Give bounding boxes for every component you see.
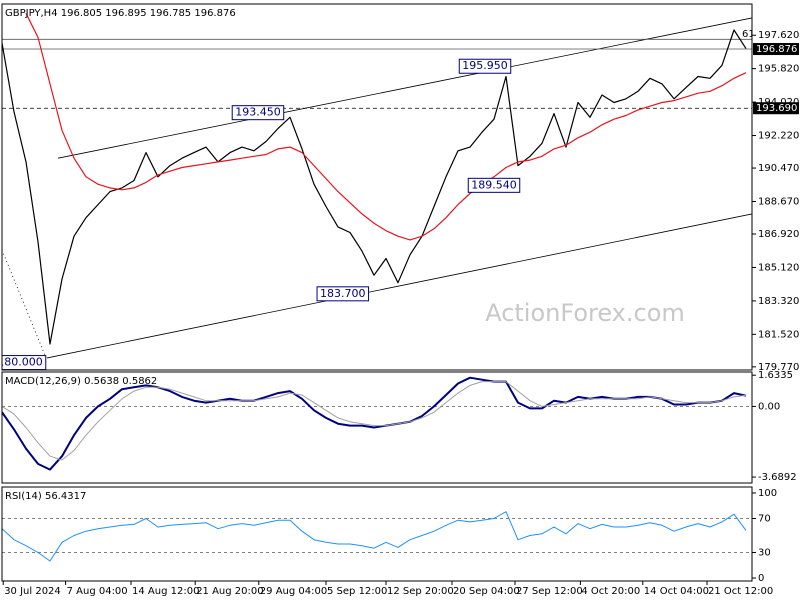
- y-tick-label: 181.520: [758, 329, 799, 340]
- price-label-box: [753, 43, 799, 56]
- y-tick-label: 0: [758, 573, 764, 584]
- trend-line: [46, 213, 752, 359]
- x-tick-label: 7 Aug 04:00: [67, 586, 128, 597]
- panel-frame: [1, 486, 753, 582]
- series-line: [2, 381, 747, 461]
- panel-title: MACD(12,26,9) 0.5638 0.5862: [5, 376, 157, 387]
- annotation-label: 193.450: [235, 106, 281, 119]
- trend-line: [57, 17, 752, 159]
- trend-line: [2, 249, 47, 359]
- price-label: 193.690: [756, 103, 797, 114]
- annotation-box: [458, 58, 512, 74]
- x-tick-label: 27 Sep 12:00: [516, 586, 583, 597]
- y-tick-label: 30: [758, 548, 771, 559]
- panel-title: RSI(14) 56.4317: [5, 491, 86, 502]
- annotation-label: 180.000: [0, 356, 43, 369]
- y-tick-label: 197.620: [758, 30, 799, 41]
- price-label-box: [753, 102, 799, 115]
- y-tick-label: 188.670: [758, 196, 799, 207]
- panel: ActionForex.com 195.950 193.450 189.540 183.…: [0, 13, 764, 370]
- watermark: ActionForex.com: [485, 299, 685, 327]
- x-tick-label: 20 Sep 04:00: [453, 586, 520, 597]
- x-tick-label: 14 Oct 04:00: [644, 586, 709, 597]
- y-tick-label: 195.820: [758, 64, 799, 75]
- x-tick-label: 30 Jul 2024: [4, 586, 61, 597]
- panel: [2, 511, 752, 562]
- y-tick-label: 179.770: [758, 362, 799, 373]
- y-tick-label: 0.00: [758, 401, 780, 412]
- y-tick-label: 183.320: [758, 296, 799, 307]
- annotation-box: [316, 286, 370, 302]
- y-tick-label: -3.6892: [758, 472, 797, 483]
- y-tick-label: 185.120: [758, 262, 799, 273]
- annotation-label: 195.950: [462, 59, 508, 72]
- y-tick-label: 192.220: [758, 131, 799, 142]
- series-line: [2, 29, 747, 345]
- panel: [2, 376, 752, 471]
- x-tick-label: 5 Sep 12:00: [327, 586, 387, 597]
- x-tick-label: 14 Aug 12:00: [132, 586, 199, 597]
- y-tick-label: 186.920: [758, 229, 799, 240]
- panel-frame: [1, 371, 753, 484]
- x-tick-label: 12 Sep 20:00: [387, 586, 454, 597]
- panel-frame: [1, 3, 753, 371]
- annotation-label: 183.700: [320, 287, 366, 300]
- x-tick-label: 21 Oct 12:00: [708, 586, 773, 597]
- annotation-box: [467, 177, 521, 193]
- price-label: 196.876: [756, 44, 797, 55]
- series-line: [2, 376, 747, 471]
- x-tick-label: 21 Aug 20:00: [196, 586, 263, 597]
- annotation-label: 189.540: [471, 178, 517, 191]
- y-tick-label: 1.6335: [758, 370, 793, 381]
- y-tick-label: 70: [758, 513, 771, 524]
- fib-label: 61.8: [742, 29, 764, 40]
- y-tick-label: 190.470: [758, 163, 799, 174]
- panel-title: GBPJPY,H4 196.805 196.895 196.785 196.87…: [5, 8, 236, 19]
- series-line: [25, 13, 747, 241]
- x-tick-label: 29 Aug 04:00: [260, 586, 327, 597]
- y-tick-label: 100: [758, 488, 777, 499]
- x-tick-label: 4 Oct 20:00: [581, 586, 640, 597]
- series-line: [2, 511, 747, 562]
- annotation-box: [231, 105, 285, 121]
